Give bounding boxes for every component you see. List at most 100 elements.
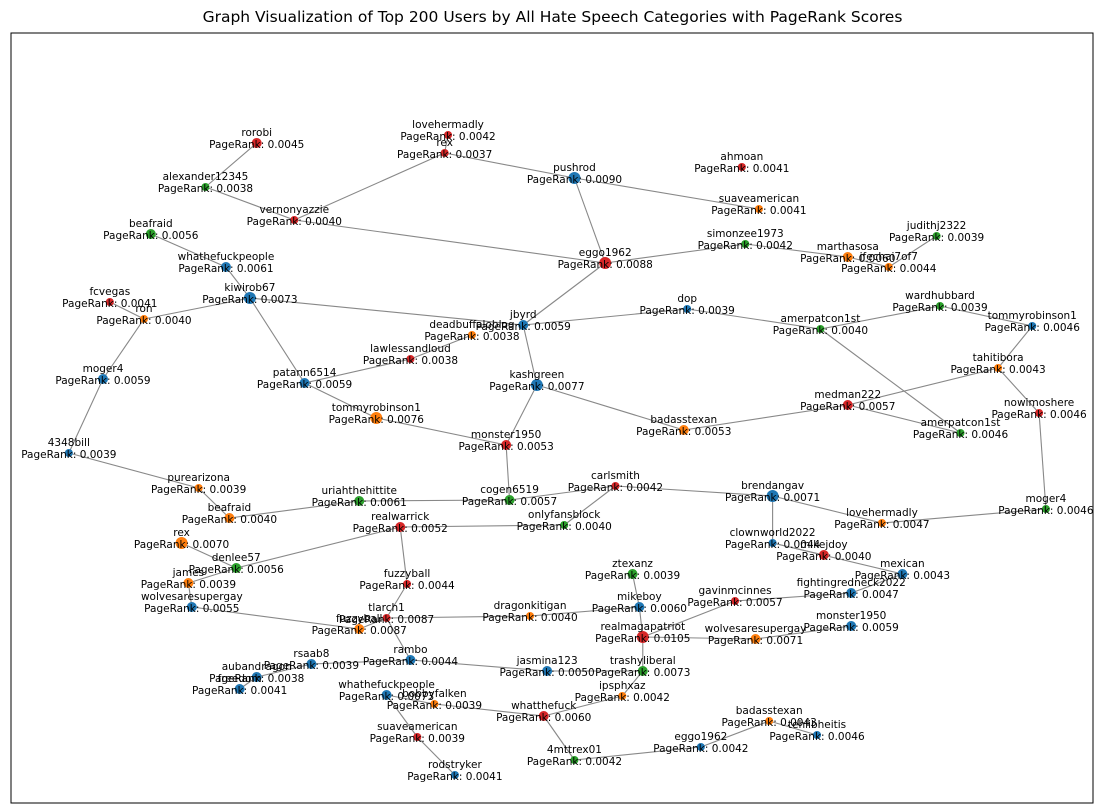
graph-node: [175, 537, 188, 549]
node-pagerank-label: PageRank: 0.0042: [653, 743, 748, 755]
node-pagerank-label: PageRank: 0.0041: [192, 685, 287, 697]
node-pagerank-label: PageRank: 0.0042: [400, 131, 495, 143]
graph-edge: [386, 617, 411, 661]
graph-edge: [256, 663, 312, 678]
node-label: tehlibheitis: [788, 719, 846, 731]
node-pagerank-label: PageRank: 0.0071: [708, 635, 803, 647]
graph-node: [842, 252, 853, 262]
node-label: gavinmcinnes: [699, 585, 772, 597]
node-label: amerpatcon1st: [921, 417, 1001, 429]
node-pagerank-label: PageRank: 0.0070: [134, 539, 229, 551]
node-pagerank-label: PageRank: 0.0047: [834, 519, 929, 531]
graph-node: [737, 163, 746, 171]
node-pagerank-label: PageRank: 0.0073: [339, 691, 434, 703]
node-label: tommyrobinson1: [988, 310, 1077, 322]
graph-edge: [523, 308, 688, 326]
node-pagerank-label: PageRank: 0.0044: [841, 263, 937, 275]
node-label: clownworld2022: [730, 527, 816, 539]
graph-edge: [573, 177, 606, 264]
graph-edge: [683, 404, 848, 431]
node-pagerank-label: PageRank: 0.0046: [985, 322, 1081, 334]
node-pagerank-label: PageRank: 0.0039: [151, 484, 246, 496]
node-label: medman222: [814, 389, 881, 401]
node-label: rodstryker: [428, 759, 482, 771]
node-label: beafraid: [129, 218, 173, 230]
graph-node: [403, 580, 412, 588]
graph-edge: [109, 301, 145, 320]
node-pagerank-label: PageRank: 0.0073: [595, 667, 690, 679]
node-label: kashgreen: [509, 369, 564, 381]
graph-edge: [522, 324, 538, 386]
graph-edge: [574, 746, 701, 761]
graph-node: [568, 172, 581, 184]
node-pagerank-label: PageRank: 0.0040: [96, 315, 191, 327]
graph-node: [750, 634, 761, 644]
graph-edge: [181, 542, 237, 569]
node-label: wolvesaresupergay: [705, 623, 807, 635]
node-label: whathefuckpeople: [178, 251, 275, 263]
node-pagerank-label: PageRank: 0.0040: [517, 521, 612, 533]
graph-node: [430, 700, 439, 708]
graph-node: [956, 429, 965, 437]
graph-edge: [700, 720, 770, 748]
graph-node: [542, 666, 553, 676]
node-pagerank-label: PageRank: 0.0046: [913, 429, 1009, 441]
graph-node: [354, 624, 365, 634]
node-pagerank-label: PageRank: 0.0059: [55, 375, 150, 387]
node-pagerank-label: PageRank: 0.0071: [725, 492, 820, 504]
node-label: pushrod: [553, 162, 596, 174]
graph-node: [683, 305, 692, 313]
graph-edge: [563, 485, 616, 526]
node-pagerank-label: PageRank: 0.0039: [640, 305, 735, 317]
graph-edge: [847, 256, 889, 268]
graph-edge: [359, 499, 510, 502]
graph-node: [405, 655, 416, 665]
node-label: ron: [135, 303, 152, 315]
node-pagerank-label: PageRank: 0.0040: [773, 325, 868, 337]
node-label: dop: [677, 293, 697, 305]
node-label: vernonyazzie: [260, 204, 330, 216]
graph-edge: [605, 243, 746, 264]
node-label: nowimoshere: [1004, 397, 1074, 409]
graph-edge: [236, 526, 401, 569]
node-pagerank-label: PageRank: 0.0060: [592, 603, 687, 615]
node-label: mikeboy: [617, 591, 662, 603]
graph-edge: [543, 695, 623, 717]
graph-edge: [304, 358, 411, 384]
graph-edge: [294, 152, 445, 221]
node-label: realwarrick: [371, 511, 430, 523]
graph-node: [395, 522, 406, 532]
node-label: james: [172, 567, 205, 579]
graph-edge: [386, 583, 408, 619]
node-label: whatthefuck: [511, 700, 577, 712]
graph-edge: [399, 526, 408, 585]
node-pagerank-label: PageRank: 0.0087: [312, 625, 407, 637]
graph-edge: [143, 297, 251, 320]
graph-edge: [642, 636, 756, 640]
node-label: wolvesaresupergay: [141, 591, 243, 603]
node-pagerank-label: PageRank: 0.0045: [209, 139, 304, 151]
node-pagerank-label: PageRank: 0.0073: [202, 294, 297, 306]
node-label: eggo1962: [579, 247, 632, 259]
edges: [68, 134, 1047, 776]
node-label: lovehermadly: [412, 119, 484, 131]
node-pagerank-label: PageRank: 0.0044: [725, 539, 821, 551]
node-label: realmagapatriot: [600, 621, 685, 633]
node-pagerank-label: PageRank: 0.0043: [722, 717, 817, 729]
node-label: moger4: [83, 363, 124, 375]
node-pagerank-label: PageRank: 0.0059: [257, 379, 352, 391]
graph-node: [877, 519, 886, 527]
node-pagerank-label: PageRank: 0.0090: [527, 174, 622, 186]
node-pagerank-label: PageRank: 0.0043: [855, 570, 950, 582]
node-pagerank-label: PageRank: 0.0057: [687, 597, 782, 609]
graph-edge: [416, 736, 456, 776]
graph-node: [1028, 322, 1037, 330]
node-pagerank-label: PageRank: 0.0040: [776, 551, 871, 563]
node-label: deadbuffaloblog: [429, 319, 514, 331]
node-label: lawlessandloud: [370, 343, 451, 355]
graph-node: [194, 484, 203, 492]
graph-node: [504, 495, 515, 505]
graph-edge: [410, 334, 473, 360]
